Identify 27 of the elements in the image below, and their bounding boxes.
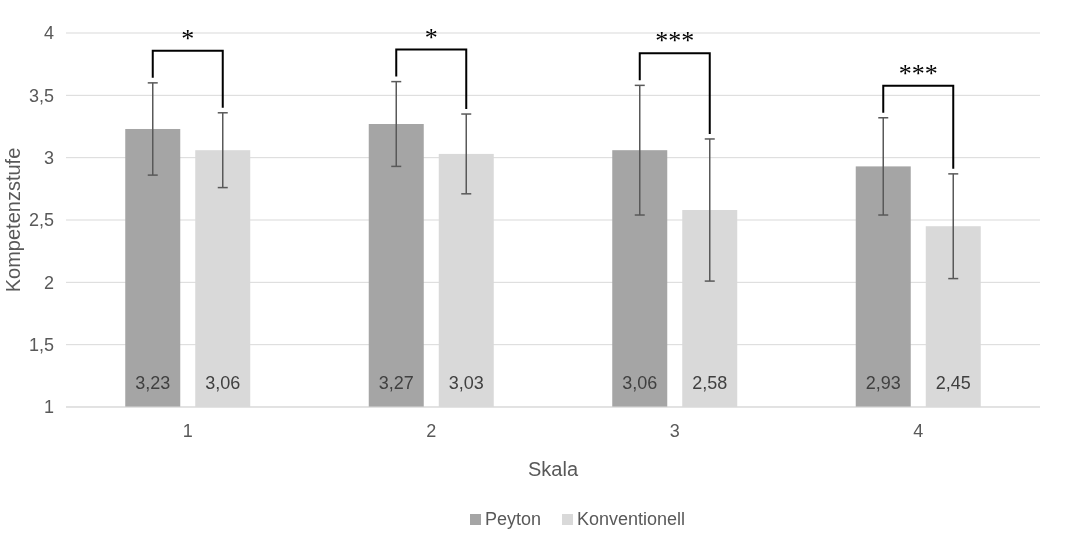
legend-label: Konventionell: [577, 509, 686, 529]
y-tick-label: 3: [43, 147, 54, 168]
x-tick-label: 1: [182, 421, 193, 441]
y-tick-label: 4: [43, 23, 54, 44]
y-tick-label: 3,5: [28, 85, 54, 106]
legend-label: Peyton: [485, 509, 542, 529]
annotation: ***: [898, 58, 938, 88]
y-tick-label: 1: [43, 397, 54, 418]
y-tick-label: 2: [43, 272, 54, 293]
x-tick-label: 4: [913, 421, 924, 441]
data-label: 3,03: [448, 373, 484, 393]
y-tick-label: 2,5: [28, 210, 54, 231]
x-axis-title: Skala: [527, 458, 579, 480]
x-tick-label: 3: [669, 421, 680, 441]
annotation: *: [181, 23, 195, 53]
data-label: 3,27: [378, 373, 414, 393]
annotation: ***: [655, 26, 695, 56]
data-label: 2,45: [935, 373, 971, 393]
y-tick-label: 1,5: [28, 334, 54, 355]
annotation: *: [424, 22, 438, 52]
x-tick-label: 2: [426, 421, 437, 441]
y-axis-title: Kompetenzstufe: [2, 147, 24, 293]
data-label: 3,06: [622, 373, 658, 393]
data-label: 2,58: [692, 373, 728, 393]
data-label: 3,23: [135, 373, 171, 393]
data-label: 2,93: [865, 373, 901, 393]
data-label: 3,06: [205, 373, 241, 393]
